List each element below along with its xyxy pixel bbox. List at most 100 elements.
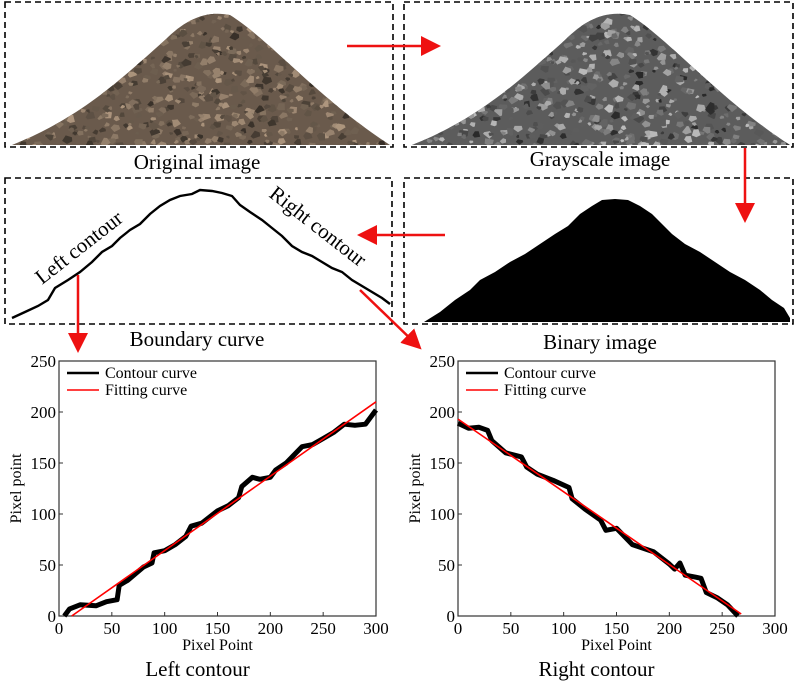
stone: [316, 124, 321, 128]
stone: [620, 7, 626, 12]
stone: [530, 89, 537, 95]
stone: [528, 63, 532, 67]
stone: [492, 46, 498, 50]
stone: [434, 48, 439, 53]
stone: [32, 144, 37, 145]
stone: [33, 76, 39, 81]
stone: [328, 8, 333, 12]
stone: [467, 5, 471, 8]
stone: [40, 140, 45, 144]
stone: [523, 62, 532, 70]
stone: [216, 130, 223, 137]
stone: [183, 86, 191, 92]
stone: [423, 113, 432, 120]
stone: [588, 34, 599, 42]
stone: [2, 108, 8, 112]
caption-binary: Binary image: [543, 330, 657, 354]
stone: [340, 102, 346, 106]
stone: [764, 26, 775, 35]
stone: [516, 60, 520, 65]
x-axis-label: Pixel Point: [581, 637, 652, 654]
stone: [718, 19, 724, 25]
stone: [439, 24, 450, 33]
stone: [775, 13, 785, 20]
stone: [259, 109, 267, 116]
stone: [469, 122, 476, 127]
stone: [342, 87, 349, 92]
stone: [436, 115, 446, 121]
stone: [564, 13, 573, 22]
stone: [706, 72, 711, 77]
stone: [591, 45, 598, 51]
stone: [328, 59, 336, 66]
stone: [673, 20, 683, 28]
stone: [536, 41, 541, 45]
stone: [341, 70, 350, 77]
stone: [286, 43, 294, 48]
stone: [74, 22, 86, 31]
stone: [141, 77, 149, 83]
stone: [709, 21, 719, 29]
stone: [341, 39, 348, 43]
stone: [753, 129, 764, 137]
stone: [702, 126, 711, 134]
stone: [529, 27, 534, 32]
stone: [703, 20, 714, 28]
stone: [173, 139, 179, 144]
stone: [653, 113, 658, 117]
stone: [418, 81, 424, 86]
stone: [362, 23, 367, 27]
stone: [708, 33, 714, 39]
stone: [434, 104, 445, 112]
stone: [390, 96, 398, 103]
stone: [541, 20, 545, 24]
stone: [562, 6, 570, 12]
stone: [327, 85, 336, 93]
stone: [44, 134, 54, 141]
stone: [682, 126, 692, 135]
binary-pile-silhouette: [424, 199, 790, 322]
stone: [123, 48, 133, 57]
stone: [254, 45, 264, 52]
stone: [522, 32, 528, 37]
stone: [88, 43, 95, 48]
stone: [438, 137, 445, 142]
stone: [12, 60, 14, 64]
stone: [575, 44, 581, 49]
arrow-diagonal-icon: [359, 289, 422, 350]
stone: [148, 15, 159, 23]
stone: [552, 101, 562, 110]
stone: [427, 125, 435, 131]
stone: [384, 0, 394, 8]
stone: [18, 71, 25, 78]
stone: [13, 13, 24, 15]
stone: [769, 36, 775, 41]
stone: [737, 141, 745, 145]
stone: [229, 30, 234, 34]
stone: [12, 138, 13, 144]
stone: [14, 36, 23, 43]
stone: [149, 128, 161, 136]
stone: [591, 114, 600, 123]
stone: [248, 42, 253, 48]
stone: [749, 39, 761, 46]
stone: [676, 121, 684, 128]
stone: [0, 4, 7, 10]
stone: [338, 54, 345, 60]
stone: [752, 0, 761, 8]
stone: [364, 98, 369, 101]
stone: [357, 19, 365, 25]
stone: [96, 28, 102, 34]
stone: [726, 122, 731, 126]
stone: [46, 112, 52, 117]
stone: [316, 133, 326, 141]
stone: [490, 13, 500, 17]
stone: [795, 76, 800, 82]
x-tick-label: 150: [604, 619, 630, 638]
stone: [578, 119, 583, 123]
stone: [167, 85, 173, 91]
stone: [442, 115, 447, 119]
stone: [189, 139, 198, 145]
stone: [513, 93, 524, 101]
stone: [536, 137, 545, 145]
